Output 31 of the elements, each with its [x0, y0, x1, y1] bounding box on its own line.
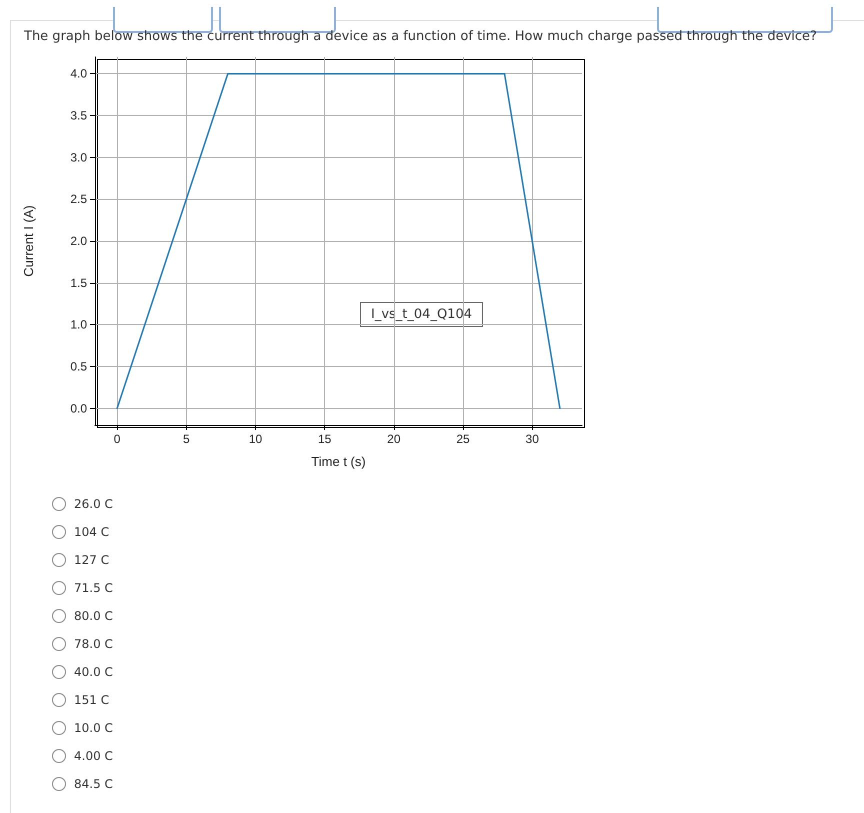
text: 40.0 C: [74, 665, 113, 679]
x-tick-label: 15: [318, 432, 332, 446]
text: 127 C: [74, 553, 110, 567]
x-axis-title: Time t (s): [311, 454, 366, 469]
x-tick-label: 25: [456, 432, 470, 446]
annotation: I_vs_t_04_Q104: [371, 307, 472, 322]
y-axis-title: Current I (A): [21, 205, 36, 277]
x-tick-label: 10: [248, 432, 262, 446]
text: 26.0 C: [74, 497, 113, 511]
text: 151 C: [74, 693, 110, 707]
x-tick-label: 5: [182, 432, 190, 446]
y-tick-label: 4.0: [70, 66, 88, 81]
text: 80.0 C: [74, 609, 113, 623]
y-tick-label: 0.0: [70, 401, 88, 416]
y-tick-label: 1.5: [70, 276, 88, 290]
y-tick-label: 3.5: [70, 108, 88, 123]
text: 4.00 C: [74, 749, 113, 763]
y-tick-label: 2.5: [70, 192, 88, 206]
y-tick-label: 1.0: [70, 318, 88, 332]
x-tick-label: 20: [387, 432, 401, 446]
chart-title: The graph below shows the current through a device as a function of time. How much charge passed through the device?: [24, 29, 817, 44]
text: 78.0 C: [74, 637, 113, 651]
y-tick-label: 2.0: [70, 234, 88, 248]
x-tick-label: 30: [526, 432, 540, 446]
text: 71.5 C: [74, 581, 113, 595]
x-tick-label: 0: [114, 432, 121, 446]
y-tick-label: 0.5: [70, 359, 88, 374]
text: 84.5 C: [74, 777, 113, 791]
text: 10.0 C: [74, 721, 113, 735]
y-tick-label: 3.0: [70, 150, 88, 164]
text: 104 C: [74, 525, 110, 539]
